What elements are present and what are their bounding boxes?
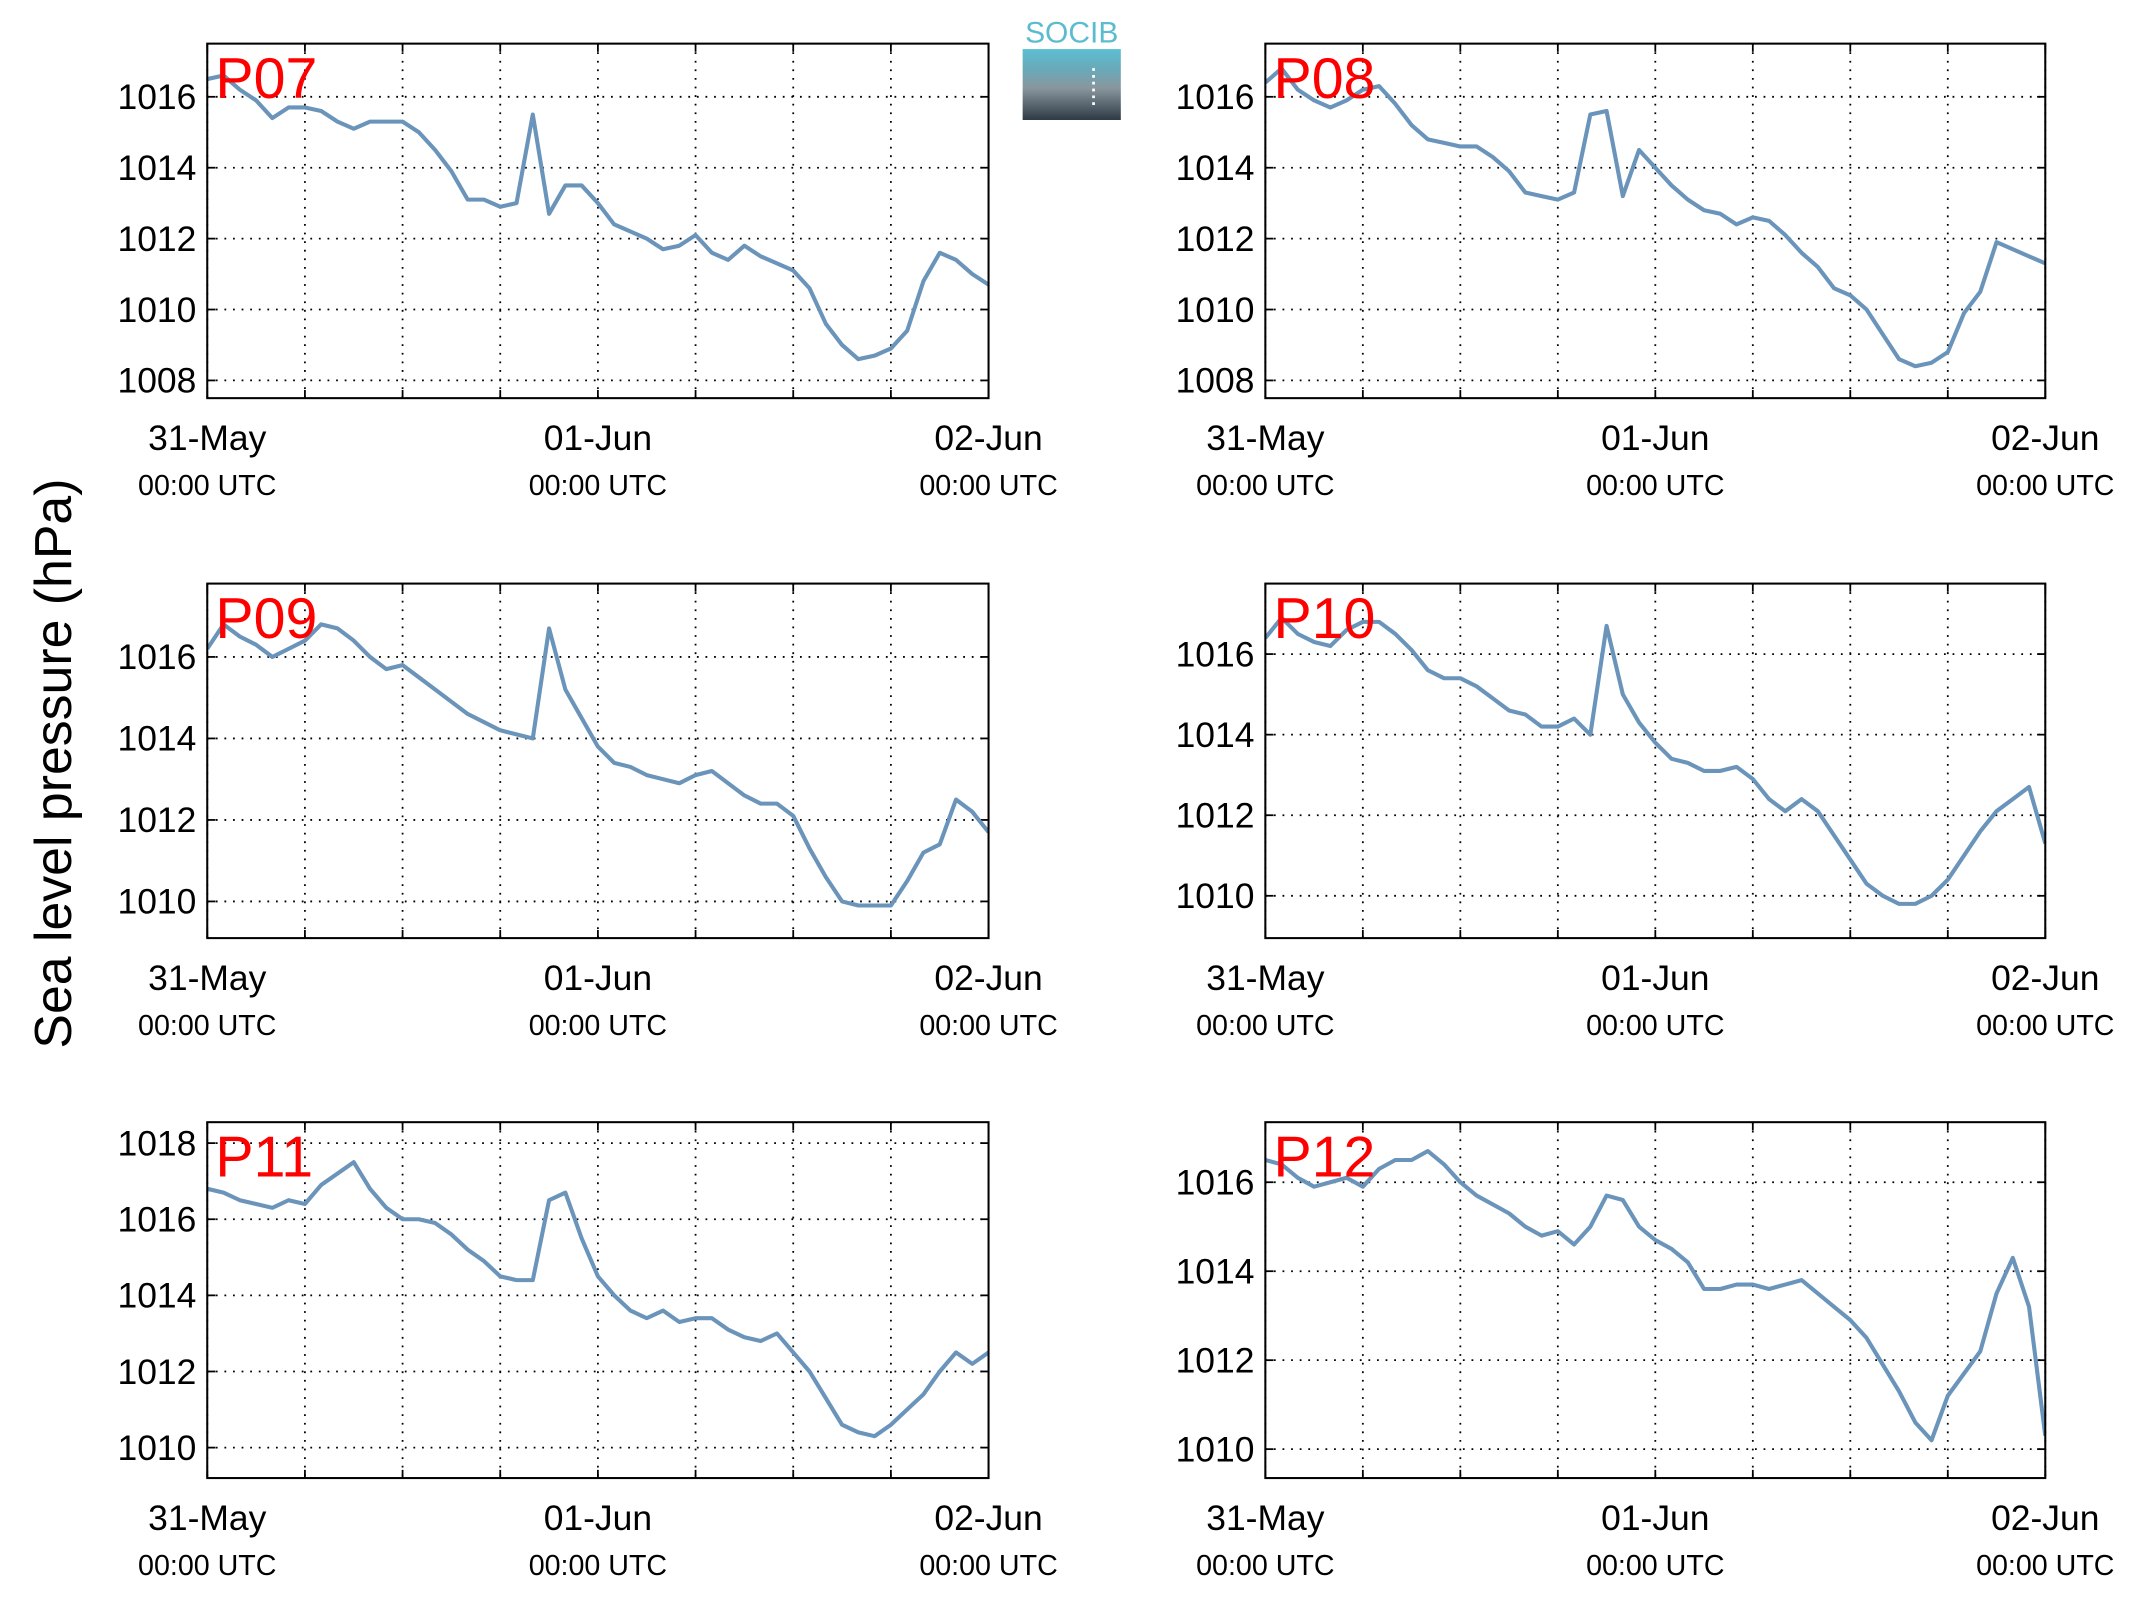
axes-frame [1264, 582, 2047, 940]
x-tick-label: 31-May 00:00 UTC [138, 418, 276, 502]
axes-frame [206, 42, 990, 400]
y-axis-label: Sea level pressure (hPa) [24, 479, 82, 1049]
x-tick-label: 01-Jun 00:00 UTC [529, 418, 667, 502]
x-tick-label: 31-May 00:00 UTC [1196, 958, 1334, 1042]
axes-frame [206, 1121, 990, 1480]
data-line [207, 622, 989, 908]
data-line [1265, 66, 2046, 369]
x-tick-label: 02-Jun 00:00 UTC [919, 418, 1057, 502]
panel-title: P10 [1274, 587, 1376, 651]
axes-frame [206, 582, 990, 940]
y-tick-label: 1010 [1176, 290, 1255, 330]
x-tick-label: 31-May 00:00 UTC [1196, 1498, 1334, 1582]
y-tick-label: 1014 [118, 148, 197, 188]
y-tick-label: 1014 [1176, 148, 1255, 188]
logo-text: SOCIB [1025, 16, 1118, 49]
y-tick-label: 1012 [1176, 796, 1255, 836]
y-tick-label: 1012 [118, 1352, 197, 1392]
y-tick-label: 1014 [1176, 1251, 1255, 1291]
x-tick-label: 01-Jun 00:00 UTC [1586, 418, 1724, 502]
y-tick-label: 1016 [118, 77, 197, 117]
panel-title: P07 [215, 47, 317, 111]
x-tick-label: 02-Jun 00:00 UTC [1976, 1498, 2114, 1582]
y-tick-label: 1010 [118, 290, 197, 330]
panel-title: P08 [1274, 47, 1376, 111]
y-tick-label: 1010 [118, 882, 197, 922]
y-tick-label: 1012 [1176, 1340, 1255, 1380]
data-line [207, 1160, 989, 1439]
y-tick-label: 1016 [118, 1200, 197, 1240]
data-line [1265, 615, 2046, 906]
y-tick-label: 1012 [1176, 219, 1255, 259]
axes-frame [1264, 1121, 2047, 1480]
y-tick-label: 1008 [118, 361, 197, 401]
x-tick-label: 01-Jun 00:00 UTC [529, 958, 667, 1042]
y-tick-label: 1016 [118, 637, 197, 677]
x-tick-label: 02-Jun 00:00 UTC [1976, 958, 2114, 1042]
y-tick-label: 1014 [118, 1276, 197, 1316]
axes-frame [1264, 42, 2047, 400]
y-tick-label: 1010 [118, 1428, 197, 1468]
y-tick-label: 1016 [1176, 77, 1255, 117]
x-tick-label: 02-Jun 00:00 UTC [1976, 418, 2114, 502]
y-tick-label: 1016 [1176, 634, 1255, 674]
y-tick-label: 1016 [1176, 1163, 1255, 1203]
data-line [207, 73, 989, 362]
x-tick-label: 01-Jun 00:00 UTC [1586, 958, 1724, 1042]
y-tick-label: 1014 [118, 719, 197, 759]
x-tick-label: 02-Jun 00:00 UTC [919, 958, 1057, 1042]
y-tick-label: 1010 [1176, 876, 1255, 916]
y-tick-label: 1010 [1176, 1429, 1255, 1469]
logo-box [1022, 49, 1121, 120]
y-tick-label: 1014 [1176, 715, 1255, 755]
x-tick-label: 01-Jun 00:00 UTC [1586, 1498, 1724, 1582]
x-tick-label: 31-May 00:00 UTC [1196, 418, 1334, 502]
x-tick-label: 02-Jun 00:00 UTC [919, 1498, 1057, 1582]
y-tick-label: 1012 [118, 800, 197, 840]
panel-title: P09 [215, 587, 317, 651]
y-tick-label: 1008 [1176, 361, 1255, 401]
x-tick-label: 31-May 00:00 UTC [138, 958, 276, 1042]
y-tick-label: 1012 [118, 219, 197, 259]
data-line [1265, 1149, 2046, 1443]
panel-title: P12 [1274, 1126, 1376, 1190]
y-tick-label: 1018 [118, 1123, 197, 1163]
panel-title: P11 [215, 1126, 313, 1190]
x-tick-label: 01-Jun 00:00 UTC [529, 1498, 667, 1582]
x-tick-label: 31-May 00:00 UTC [138, 1498, 276, 1582]
